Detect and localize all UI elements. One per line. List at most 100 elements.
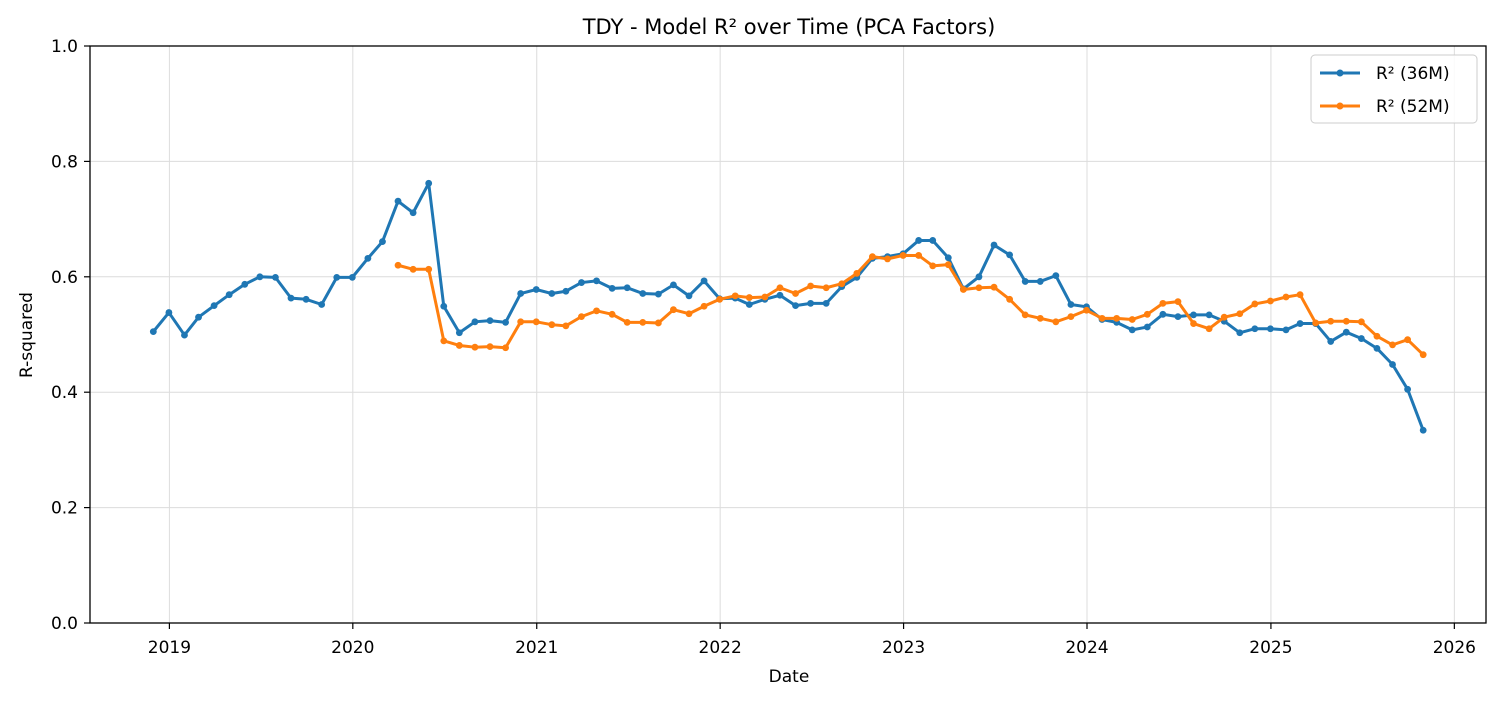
data-point	[517, 318, 525, 326]
data-point	[241, 280, 249, 288]
data-point	[1174, 298, 1182, 306]
data-point	[1128, 316, 1136, 323]
data-point	[1036, 314, 1044, 322]
data-point	[639, 318, 647, 326]
data-point	[425, 179, 433, 187]
data-point	[807, 282, 815, 290]
y-tick-label: 0.2	[51, 499, 78, 519]
data-point	[1174, 313, 1182, 321]
data-point	[225, 291, 233, 299]
data-point	[165, 309, 173, 316]
data-point	[670, 281, 677, 289]
data-point	[532, 318, 540, 326]
data-point	[409, 265, 417, 273]
data-point	[1251, 325, 1259, 333]
data-point	[884, 255, 891, 263]
x-tick-label: 2023	[882, 638, 925, 658]
data-point	[1159, 310, 1167, 318]
data-point	[1006, 295, 1014, 303]
data-point	[1327, 338, 1335, 345]
data-point	[471, 318, 479, 326]
data-point	[1373, 344, 1381, 352]
data-point	[455, 329, 463, 337]
data-point	[1267, 297, 1274, 305]
data-point	[502, 344, 509, 352]
y-tick-label: 0.4	[51, 383, 78, 403]
data-point	[915, 252, 923, 259]
data-point	[578, 313, 585, 321]
data-point	[1113, 314, 1121, 322]
data-point	[455, 342, 463, 349]
data-point	[700, 277, 708, 285]
data-point	[394, 261, 402, 269]
data-point	[776, 291, 784, 299]
data-point	[1267, 325, 1274, 333]
data-point	[1083, 306, 1090, 314]
data-point	[593, 277, 600, 285]
legend-marker-52m	[1336, 102, 1344, 110]
x-tick-label: 2025	[1249, 638, 1292, 658]
data-point	[990, 283, 998, 291]
data-point	[654, 319, 662, 327]
legend-marker-36m	[1336, 69, 1344, 77]
data-point	[272, 273, 279, 281]
data-point	[425, 265, 433, 273]
chart-title: TDY - Model R² over Time (PCA Factors)	[582, 15, 996, 39]
data-point	[776, 284, 784, 292]
data-point	[807, 299, 815, 307]
data-point	[745, 301, 753, 308]
data-point	[869, 253, 876, 261]
x-tick-label: 2019	[148, 638, 191, 658]
data-point	[1404, 385, 1412, 393]
data-point	[318, 301, 326, 308]
data-point	[409, 209, 417, 217]
data-point	[333, 273, 341, 281]
data-point	[1419, 351, 1427, 359]
data-point	[256, 273, 264, 281]
data-point	[1251, 300, 1259, 308]
y-axis-title: R-squared	[17, 292, 37, 378]
data-point	[975, 273, 983, 281]
data-point	[1357, 335, 1365, 342]
data-point	[210, 302, 218, 310]
data-point	[944, 261, 952, 269]
data-point	[287, 294, 295, 302]
data-point	[1021, 278, 1029, 285]
data-point	[562, 287, 570, 295]
data-point	[670, 306, 677, 314]
series-0	[149, 179, 1427, 434]
data-point	[959, 286, 967, 293]
data-point	[685, 310, 693, 318]
data-point	[471, 343, 479, 351]
data-point	[700, 302, 708, 310]
data-point	[745, 294, 753, 301]
data-point	[517, 290, 525, 297]
y-tick-label: 0.6	[51, 268, 78, 288]
y-tick-label: 0.0	[51, 614, 78, 634]
data-point	[731, 292, 739, 300]
data-point	[1419, 426, 1427, 434]
data-point	[792, 302, 799, 310]
data-point	[1205, 325, 1213, 333]
data-point	[1220, 313, 1228, 321]
data-point	[608, 284, 616, 292]
data-point	[915, 237, 923, 244]
y-tick-label: 0.8	[51, 152, 78, 172]
data-point	[394, 197, 402, 205]
series-line	[397, 253, 1425, 356]
data-point	[379, 238, 386, 246]
data-point	[548, 290, 556, 297]
grid-lines	[90, 45, 1486, 624]
data-point	[195, 313, 202, 321]
data-point	[990, 241, 998, 249]
data-point	[440, 302, 448, 310]
data-point	[548, 321, 556, 329]
data-point	[1205, 311, 1213, 319]
data-point	[1373, 332, 1381, 340]
data-point	[1296, 320, 1304, 327]
data-point	[1159, 299, 1167, 307]
data-point	[685, 292, 693, 300]
data-point	[149, 328, 157, 336]
data-point	[1190, 320, 1197, 327]
